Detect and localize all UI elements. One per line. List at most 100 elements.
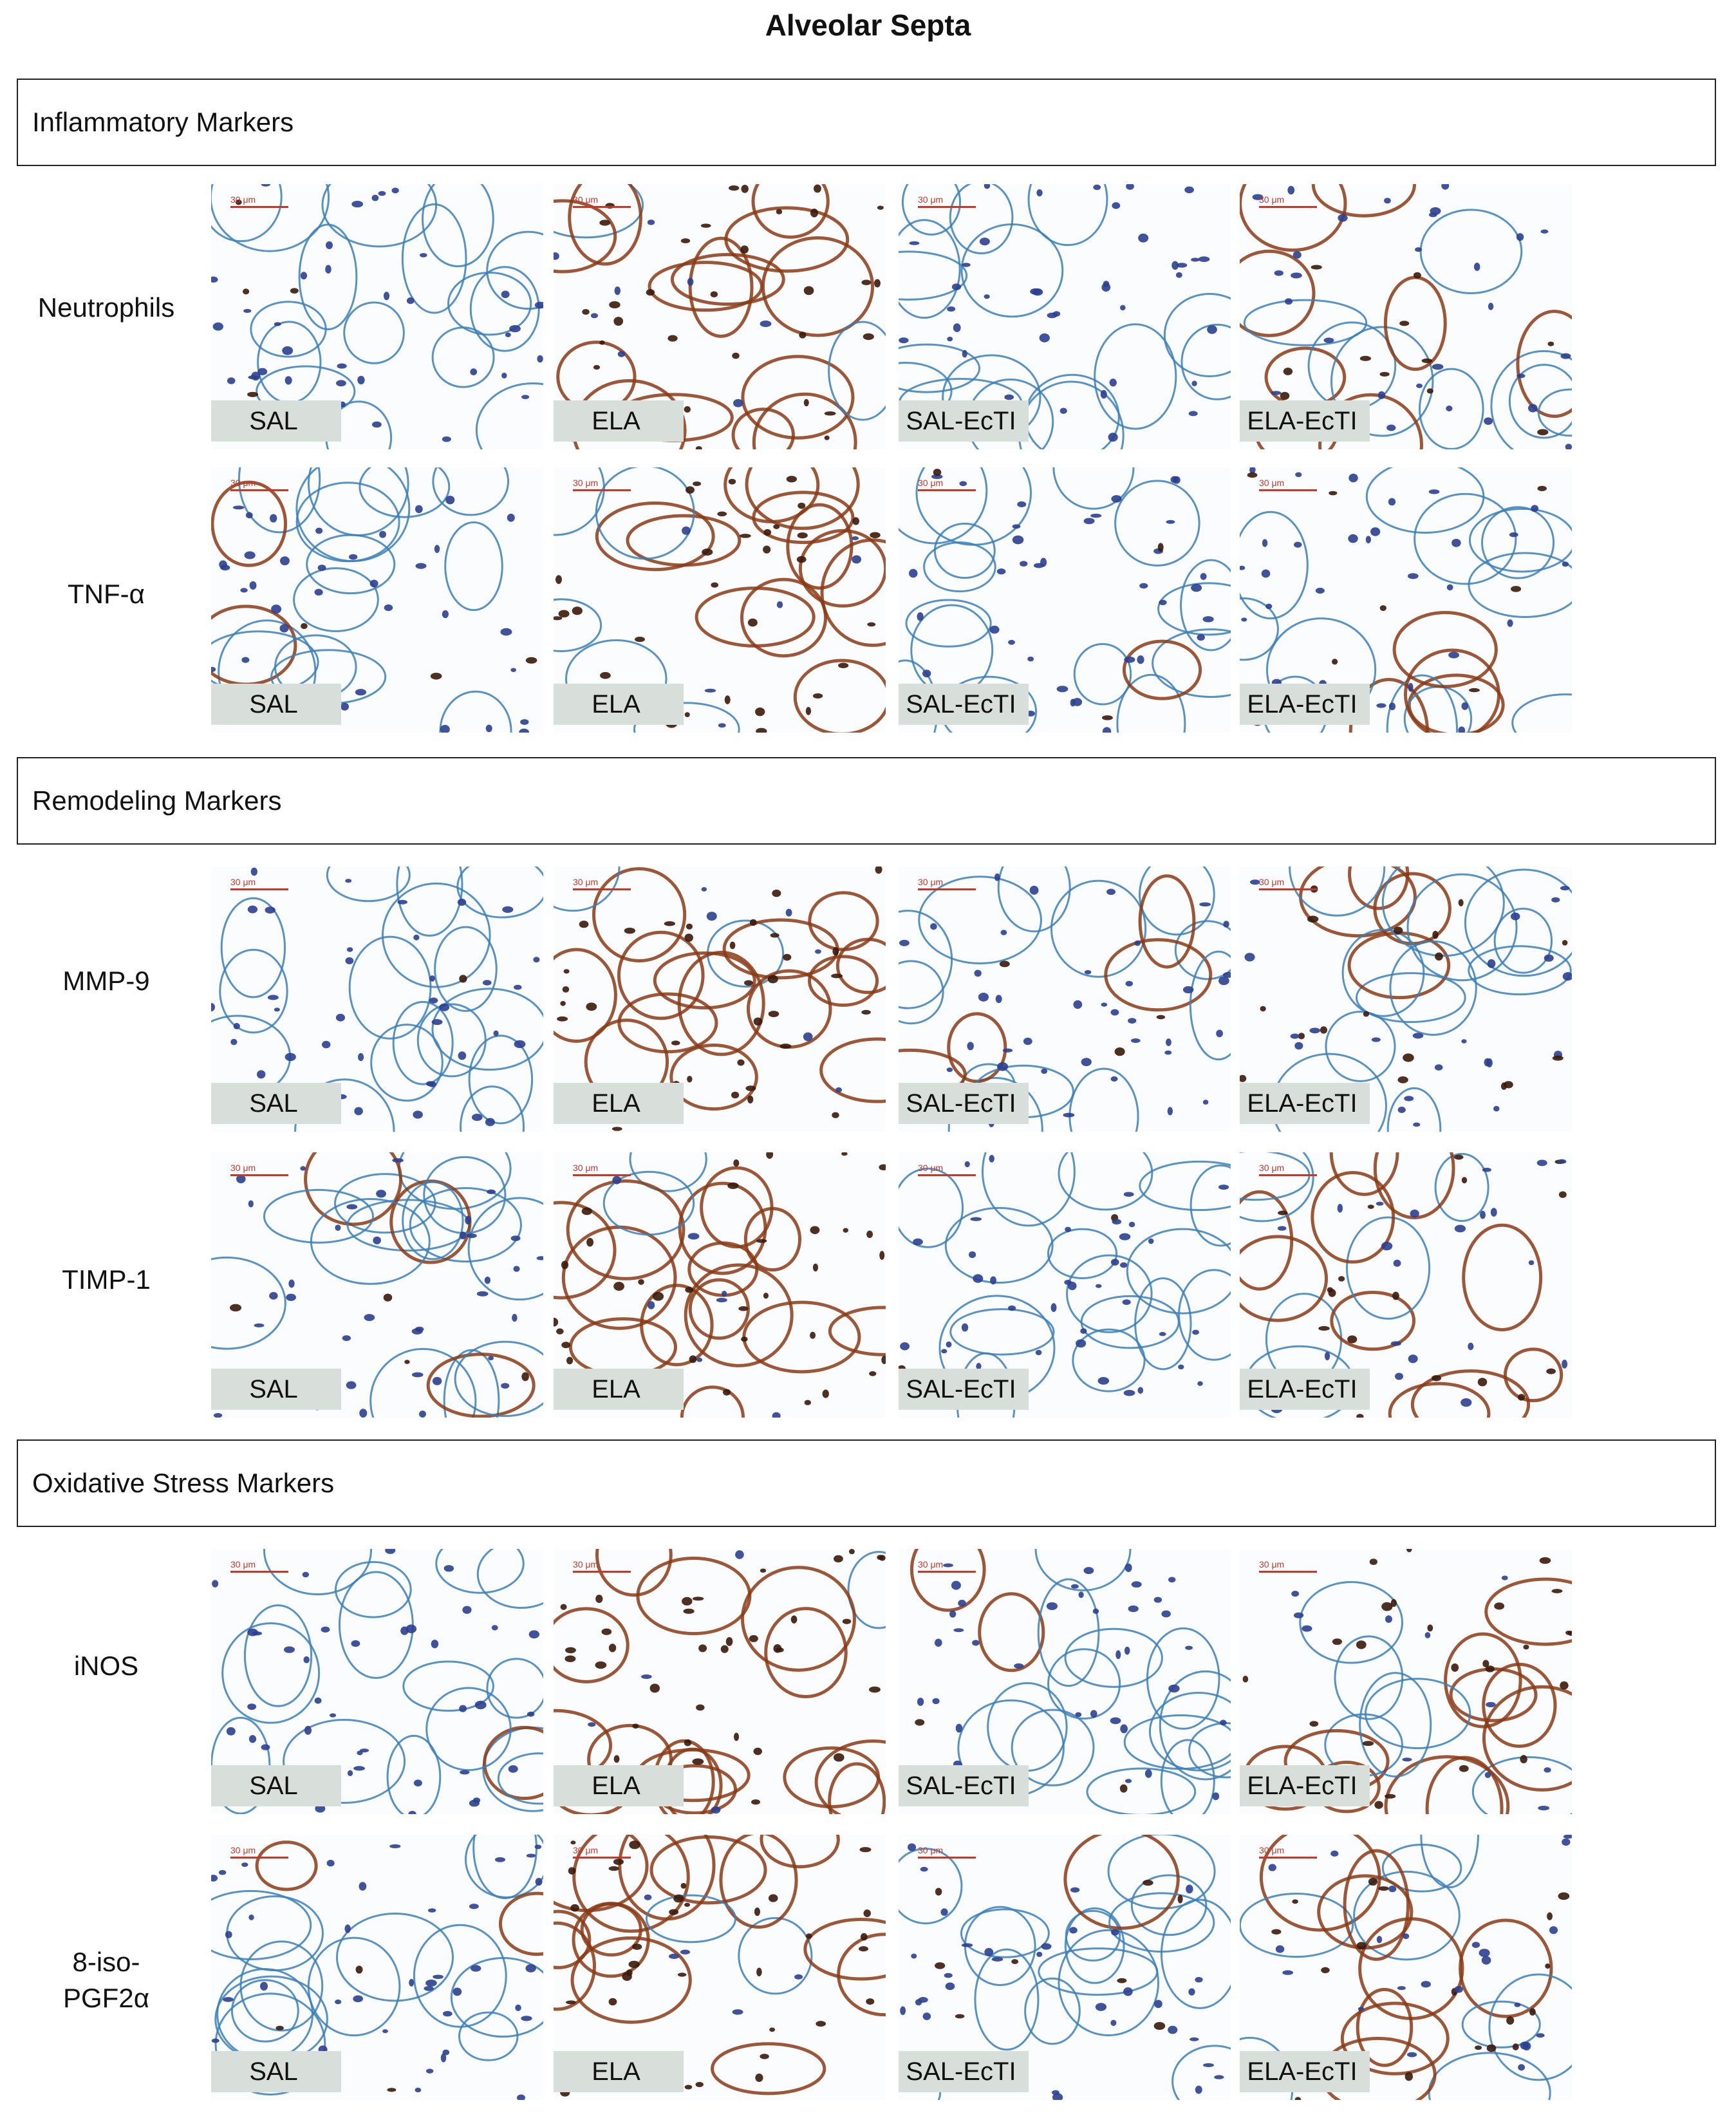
cell-nucleus	[875, 867, 882, 874]
cell-nucleus	[756, 1967, 762, 1976]
cell-nucleus	[256, 1070, 266, 1079]
alveolar-wall	[1160, 1739, 1215, 1814]
group-label: SAL	[211, 2051, 341, 2092]
cell-nucleus	[1378, 1886, 1389, 1891]
alveolar-wall	[814, 1739, 886, 1814]
cell-nucleus	[1182, 986, 1194, 993]
scale-bar: 30 μm	[573, 478, 631, 491]
cell-nucleus	[508, 1765, 518, 1773]
cell-nucleus	[970, 1217, 982, 1221]
cell-nucleus	[1490, 1208, 1497, 1217]
cell-nucleus	[701, 886, 707, 892]
cell-nucleus	[1461, 1039, 1467, 1044]
alveolar-wall	[401, 203, 467, 314]
cell-nucleus	[804, 1400, 812, 1405]
cell-nucleus	[1195, 1976, 1203, 1983]
cell-nucleus	[684, 1739, 692, 1747]
cell-nucleus	[1039, 333, 1050, 342]
cell-nucleus	[934, 1638, 942, 1647]
cell-nucleus	[1195, 2085, 1202, 2094]
cell-nucleus	[989, 625, 1000, 634]
cell-nucleus	[1192, 1329, 1199, 1335]
tissue-image	[1240, 867, 1572, 1132]
cell-nucleus	[1223, 921, 1229, 928]
alveolar-wall	[595, 467, 695, 560]
cell-nucleus	[1394, 1373, 1404, 1380]
cell-nucleus	[935, 1962, 946, 1969]
cell-nucleus	[1052, 311, 1061, 317]
cell-nucleus	[440, 2053, 447, 2063]
cell-nucleus	[684, 406, 691, 413]
cell-nucleus	[711, 1806, 721, 1814]
cell-nucleus	[1402, 1757, 1412, 1762]
cell-nucleus	[1027, 656, 1034, 662]
micrograph-timp-1-ela: 30 μm ELA	[554, 1152, 886, 1418]
alveolar-wall	[307, 467, 409, 536]
cell-nucleus	[413, 934, 420, 941]
cell-nucleus	[1381, 1241, 1393, 1251]
scale-bar-line	[1259, 1174, 1317, 1176]
cell-nucleus	[565, 2000, 577, 2005]
cell-nucleus	[359, 1748, 369, 1753]
alveolar-wall	[334, 1560, 412, 1618]
cell-nucleus	[1562, 940, 1568, 946]
cell-nucleus	[1130, 1038, 1141, 1043]
cell-nucleus	[879, 1164, 886, 1170]
cell-nucleus	[913, 1238, 923, 1246]
cell-nucleus	[1277, 1226, 1287, 1231]
alveolar-wall	[486, 230, 543, 310]
cell-nucleus	[384, 604, 393, 612]
cell-nucleus	[1506, 2016, 1515, 2025]
cell-nucleus	[1484, 417, 1493, 425]
cell-nucleus	[1222, 971, 1231, 978]
cell-nucleus	[735, 1550, 744, 1559]
cell-nucleus	[1100, 389, 1107, 399]
alveolar-wall	[764, 1607, 848, 1698]
alveolar-wall	[1419, 368, 1484, 449]
alveolar-wall	[978, 1592, 1045, 1673]
cell-nucleus	[710, 291, 718, 298]
cell-nucleus	[1262, 539, 1268, 547]
alveolar-wall	[1355, 972, 1466, 1024]
cell-nucleus	[932, 1698, 940, 1705]
alveolar-wall	[964, 1906, 1036, 1987]
cell-nucleus	[955, 2014, 965, 2019]
cell-nucleus	[947, 306, 956, 312]
cell-nucleus	[1097, 1376, 1110, 1385]
cell-nucleus	[525, 1964, 536, 1972]
cell-nucleus	[843, 1228, 848, 1233]
alveolar-wall	[211, 480, 288, 567]
cell-nucleus	[1139, 583, 1148, 589]
cell-nucleus	[1156, 1015, 1166, 1020]
group-label: SAL-EcTI	[899, 1369, 1029, 1410]
cell-nucleus	[344, 1924, 351, 1933]
cell-nucleus	[951, 1580, 961, 1590]
cell-nucleus	[1520, 1755, 1527, 1764]
cell-nucleus	[1461, 702, 1469, 710]
alveolar-wall	[949, 184, 1014, 255]
cell-nucleus	[1376, 703, 1386, 708]
cell-nucleus	[711, 582, 719, 588]
cell-nucleus	[563, 969, 570, 974]
cell-nucleus	[1294, 1042, 1303, 1050]
cell-nucleus	[1216, 1029, 1224, 1038]
alveolar-wall	[425, 1687, 512, 1772]
cell-nucleus	[1106, 888, 1116, 895]
cell-nucleus	[1413, 272, 1421, 279]
cell-nucleus	[459, 1705, 467, 1712]
cell-nucleus	[1421, 1981, 1431, 1988]
cell-nucleus	[786, 476, 798, 483]
cell-nucleus	[1397, 1076, 1408, 1083]
cell-nucleus	[1291, 272, 1302, 279]
cell-nucleus	[614, 286, 621, 295]
cell-nucleus	[873, 279, 881, 288]
cell-nucleus	[561, 1260, 569, 1270]
cell-nucleus	[471, 1965, 481, 1972]
cell-nucleus	[507, 513, 515, 522]
cell-nucleus	[915, 1719, 925, 1726]
cell-nucleus	[1482, 1167, 1491, 1172]
cell-nucleus	[861, 1009, 871, 1015]
cell-nucleus	[1330, 1850, 1339, 1857]
cell-nucleus	[1307, 915, 1319, 923]
cell-nucleus	[1403, 1053, 1414, 1062]
